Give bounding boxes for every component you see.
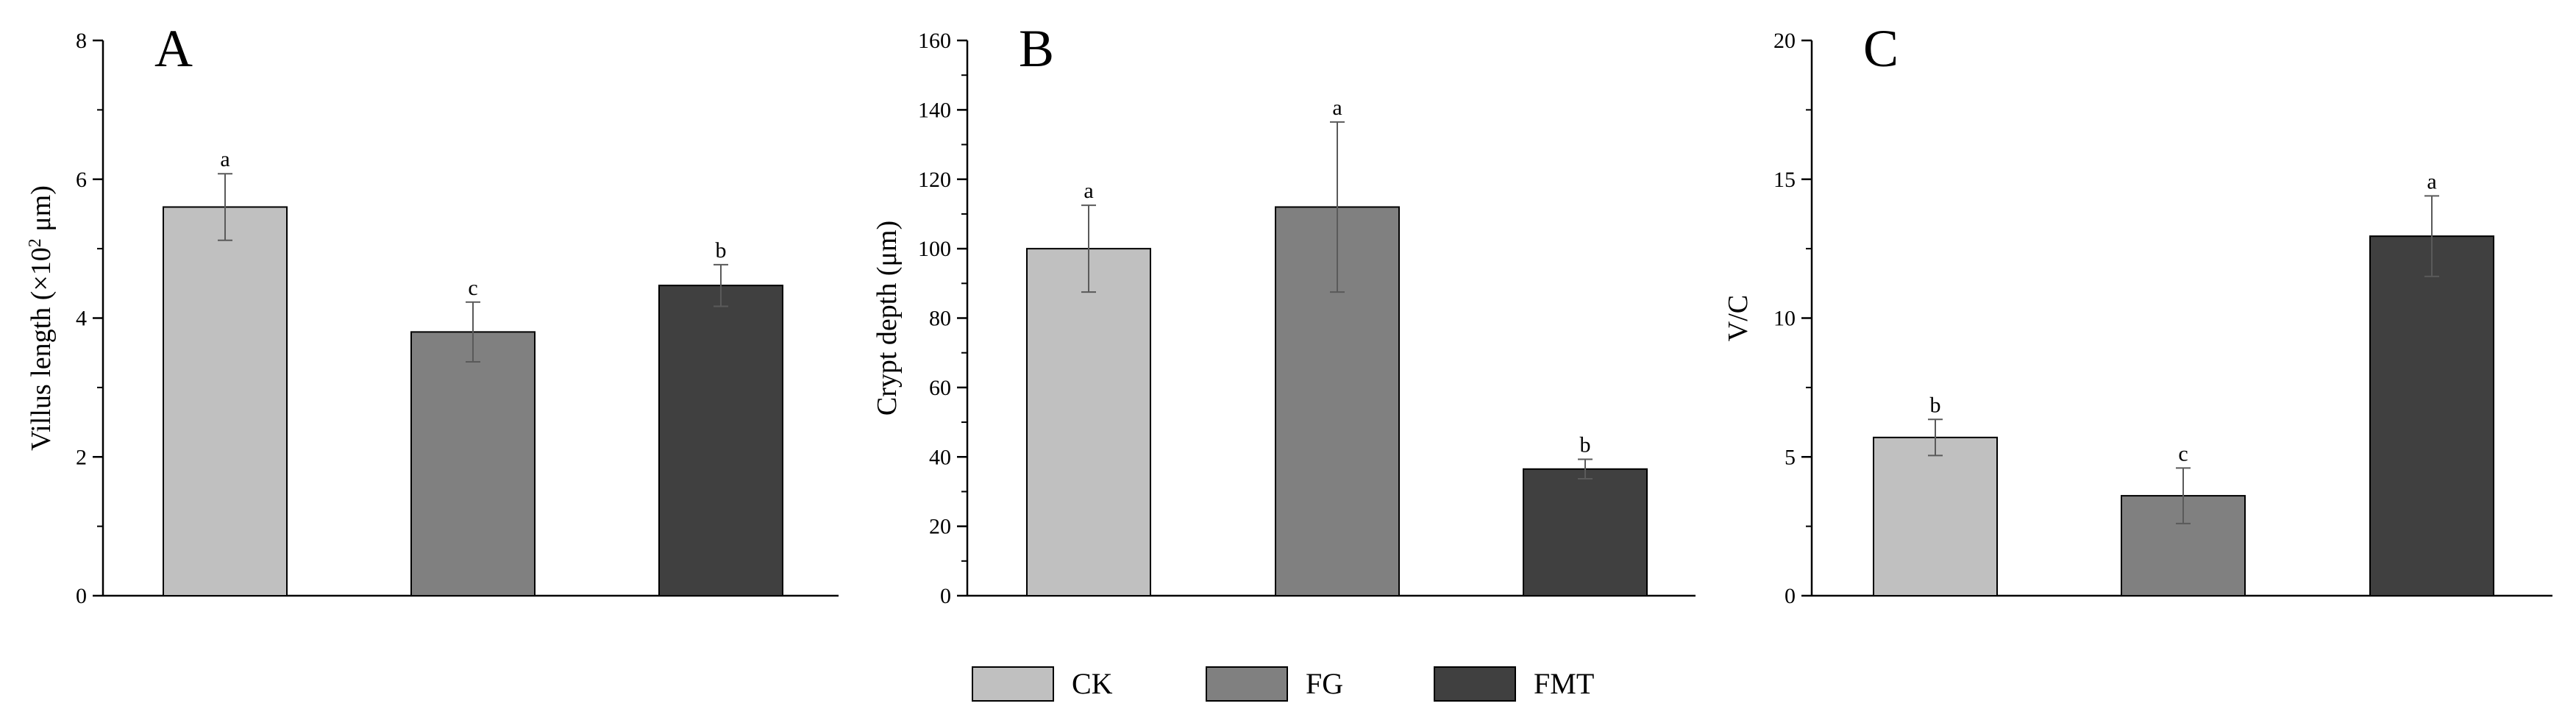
chart-panels: 0 2 4 6 8 Villus length (×102 μm) Aa c b 0 20 40 60 8… bbox=[26, 19, 2552, 608]
significance-letter-ck: a bbox=[1084, 179, 1093, 203]
bar-fmt bbox=[2369, 235, 2494, 596]
panel-letter: C bbox=[1863, 19, 1899, 78]
y-tick-label: 4 bbox=[76, 307, 87, 331]
y-tick-label: 0 bbox=[76, 584, 87, 608]
y-tick-label: 2 bbox=[76, 445, 87, 469]
y-tick-label: 6 bbox=[76, 168, 87, 192]
error-bar-ck bbox=[1081, 204, 1096, 293]
significance-letter-fg: c bbox=[2178, 441, 2188, 466]
bar-fg bbox=[410, 331, 536, 596]
error-bar-fmt bbox=[714, 263, 728, 307]
y-axis-title: Villus length (×102 μm) bbox=[26, 185, 57, 451]
significance-letter-ck: b bbox=[1930, 393, 1941, 417]
chart-panel-c: 0 5 10 15 20 V/C Cb c a bbox=[1723, 19, 2552, 608]
legend-label: FG bbox=[1306, 667, 1343, 700]
error-bar-fmt bbox=[1578, 458, 1593, 480]
significance-letter-fmt: b bbox=[1580, 433, 1591, 457]
legend-item-ck: CK bbox=[972, 666, 1113, 702]
significance-letter-fg: c bbox=[468, 276, 477, 300]
error-bar-fg bbox=[1330, 121, 1345, 293]
y-tick-label: 15 bbox=[1773, 168, 1796, 192]
y-tick-label: 20 bbox=[929, 515, 951, 539]
significance-letter-fg: a bbox=[1332, 96, 1342, 120]
bar-fmt bbox=[658, 285, 783, 596]
error-bar-fg bbox=[466, 301, 480, 363]
error-bar-fg bbox=[2176, 467, 2191, 524]
legend-item-fmt: FMT bbox=[1434, 666, 1594, 702]
bar-fmt bbox=[1523, 468, 1648, 596]
y-tick-label: 8 bbox=[76, 29, 87, 53]
y-tick-label: 20 bbox=[1773, 29, 1796, 53]
y-tick-label: 0 bbox=[1785, 584, 1796, 608]
bar-ck bbox=[1026, 248, 1151, 596]
y-tick-label: 60 bbox=[929, 376, 951, 400]
error-bar-fmt bbox=[2424, 195, 2439, 277]
legend-label: FMT bbox=[1534, 667, 1594, 700]
y-tick-label: 140 bbox=[918, 98, 951, 122]
y-tick-label: 120 bbox=[918, 168, 951, 192]
y-tick-label: 80 bbox=[929, 307, 951, 331]
bar-ck bbox=[163, 206, 288, 596]
panel-letter: B bbox=[1019, 19, 1054, 78]
panel-letter: A bbox=[154, 19, 193, 78]
chart-panel-a: 0 2 4 6 8 Villus length (×102 μm) Aa c b bbox=[26, 19, 839, 608]
y-tick-label: 5 bbox=[1785, 445, 1796, 469]
y-tick-label: 160 bbox=[918, 29, 951, 53]
significance-letter-ck: a bbox=[220, 147, 230, 171]
error-bar-ck bbox=[1928, 418, 1943, 457]
y-tick-label: 100 bbox=[918, 237, 951, 261]
legend-swatch bbox=[972, 666, 1054, 702]
significance-letter-fmt: a bbox=[2427, 169, 2436, 193]
y-tick-label: 40 bbox=[929, 445, 951, 469]
legend-swatch bbox=[1206, 666, 1288, 702]
y-axis-title: V/C bbox=[1723, 295, 1754, 341]
legend: CK FG FMT bbox=[972, 666, 1594, 702]
y-tick-label: 0 bbox=[940, 584, 951, 608]
bar-ck bbox=[1873, 436, 1998, 597]
legend-item-fg: FG bbox=[1206, 666, 1343, 702]
legend-swatch bbox=[1434, 666, 1516, 702]
error-bar-ck bbox=[218, 173, 232, 241]
chart-panel-b: 0 20 40 60 80 100 120 140 160 Crypt depth (μm) Ba a… bbox=[872, 19, 1696, 608]
y-tick-label: 10 bbox=[1773, 307, 1796, 331]
legend-label: CK bbox=[1072, 667, 1113, 700]
significance-letter-fmt: b bbox=[716, 238, 727, 263]
y-axis-title: Crypt depth (μm) bbox=[872, 221, 903, 416]
